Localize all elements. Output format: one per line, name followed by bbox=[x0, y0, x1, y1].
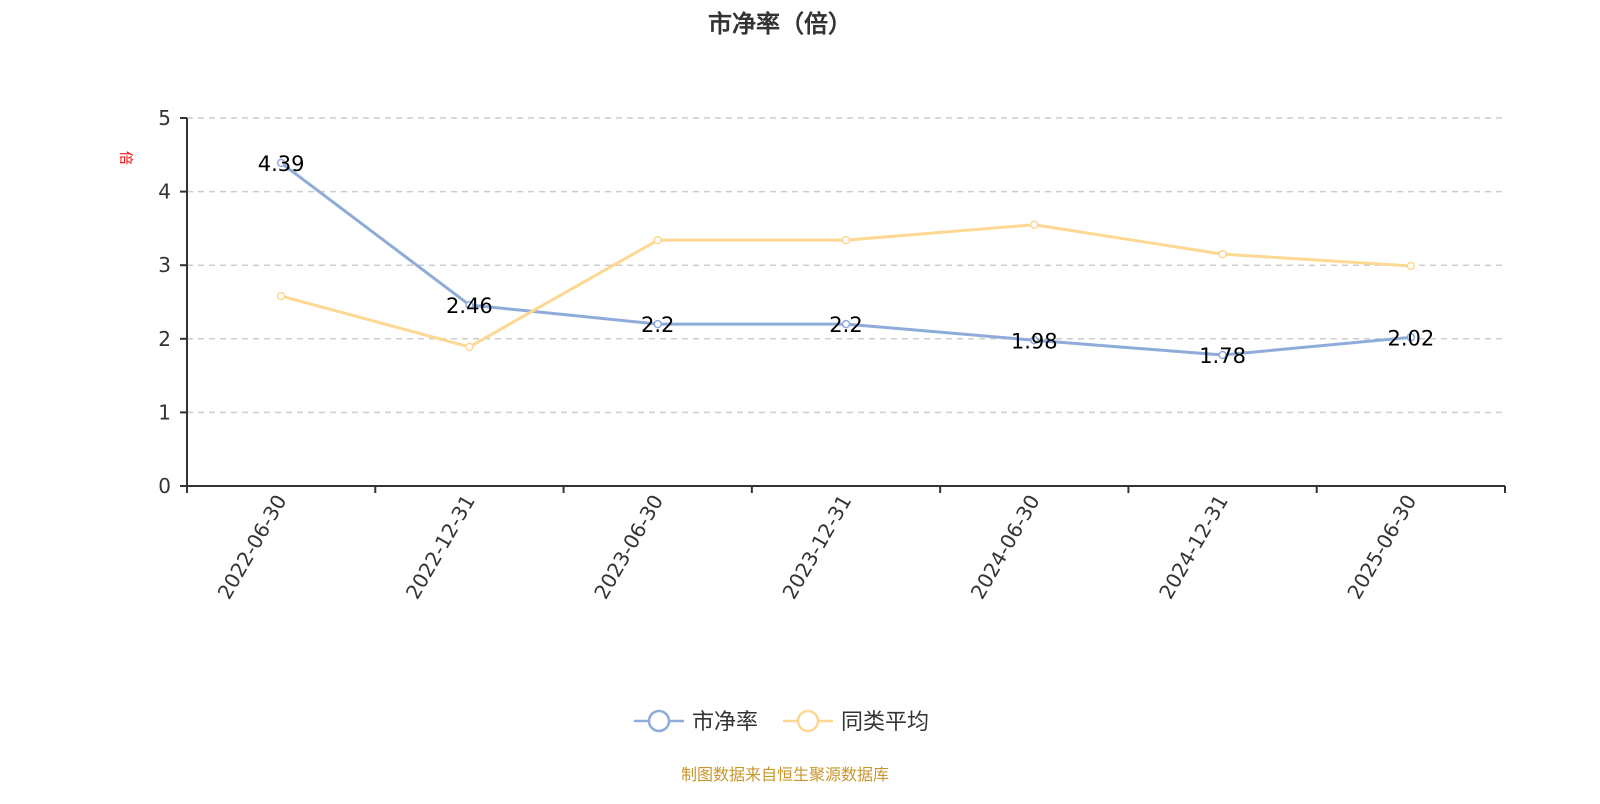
data-label: 2.02 bbox=[1387, 326, 1434, 350]
data-label: 1.98 bbox=[1011, 329, 1058, 353]
legend-label: 同类平均 bbox=[841, 710, 929, 735]
y-tick-label: 2 bbox=[158, 327, 171, 351]
y-axis-label: 倍 bbox=[117, 151, 133, 165]
data-label: 2.46 bbox=[446, 294, 493, 318]
x-tick-label: 2024-06-30 bbox=[966, 491, 1045, 604]
y-tick-label: 4 bbox=[158, 180, 171, 204]
data-point bbox=[653, 235, 662, 245]
x-tick-label: 2023-12-31 bbox=[777, 491, 856, 604]
data-point bbox=[276, 158, 286, 168]
data-point bbox=[1218, 249, 1227, 259]
data-label: 1.78 bbox=[1199, 344, 1246, 368]
x-tick-label: 2023-06-30 bbox=[589, 491, 668, 604]
y-tick-label: 1 bbox=[158, 400, 171, 424]
footer-source: 制图数据来自恒生聚源数据库 bbox=[681, 765, 889, 784]
y-tick-label: 3 bbox=[158, 253, 171, 277]
data-point bbox=[841, 235, 851, 245]
data-point bbox=[1406, 261, 1416, 271]
legend-marker bbox=[647, 709, 671, 733]
data-point bbox=[841, 319, 851, 329]
x-tick-label: 2022-12-31 bbox=[401, 491, 480, 604]
x-tick-label: 2024-12-31 bbox=[1154, 491, 1233, 604]
chart-title: 市净率（倍） bbox=[708, 10, 852, 38]
data-point bbox=[465, 300, 474, 310]
data-label: 4.39 bbox=[258, 152, 305, 176]
data-point bbox=[276, 291, 286, 301]
legend-label: 市净率 bbox=[692, 710, 758, 735]
x-tick-label: 2022-06-30 bbox=[213, 491, 292, 604]
data-label: 2.2 bbox=[641, 313, 674, 337]
data-point bbox=[1406, 333, 1416, 342]
y-tick-label: 0 bbox=[158, 474, 171, 498]
data-point bbox=[1218, 350, 1227, 360]
legend-marker bbox=[796, 709, 820, 733]
data-point bbox=[1030, 220, 1039, 229]
data-point bbox=[1030, 336, 1039, 345]
y-tick-label: 5 bbox=[158, 106, 171, 130]
data-point bbox=[653, 319, 662, 329]
x-tick-label: 2025-06-30 bbox=[1342, 491, 1421, 604]
data-point bbox=[465, 342, 474, 352]
data-label: 2.2 bbox=[829, 313, 862, 337]
